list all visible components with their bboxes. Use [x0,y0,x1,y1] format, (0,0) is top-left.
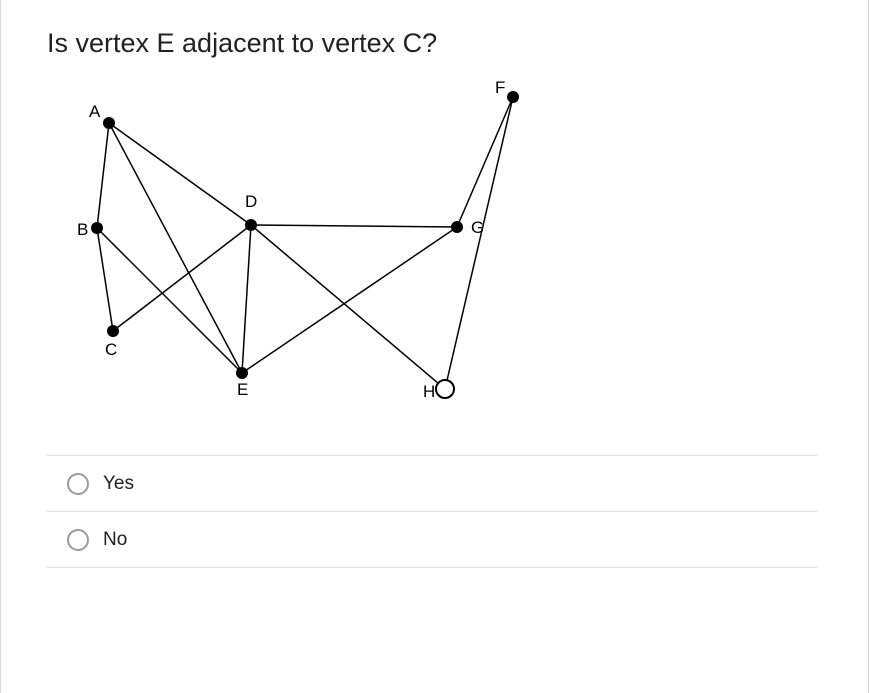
radio-icon [67,473,89,495]
vertex-B [91,222,103,234]
vertex-label-G: G [471,218,484,237]
vertex-H [436,380,454,398]
edge-D-H [251,225,445,389]
vertex-label-F: F [495,78,505,97]
edge-B-C [97,228,113,331]
vertex-label-E: E [237,380,248,399]
answer-label: Yes [103,473,134,495]
radio-icon [67,529,89,551]
vertex-label-A: A [89,102,101,121]
edge-G-F [457,97,513,227]
answer-option-no[interactable]: No [47,511,817,568]
vertex-G [451,221,463,233]
edge-F-H [445,97,513,389]
vertex-label-H: H [423,382,435,401]
edge-D-G [251,225,457,227]
answer-label: No [103,529,127,551]
vertex-label-D: D [245,192,257,211]
answer-list: Yes No [47,455,817,568]
edge-A-D [109,123,251,225]
answer-option-yes[interactable]: Yes [47,455,817,511]
edge-E-G [242,227,457,373]
graph-figure: A B C D E F G H [47,73,567,433]
vertex-label-C: C [105,340,117,359]
edge-B-E [97,228,242,373]
question-card: Is vertex E adjacent to vertex C? A B C D E F… [0,0,869,693]
vertex-A [103,117,115,129]
vertex-D [245,219,257,231]
graph-svg: A B C D E F G H [47,73,567,433]
edge-D-E [242,225,251,373]
edge-A-B [97,123,109,228]
vertex-F [507,91,519,103]
vertex-E [236,367,248,379]
vertex-label-B: B [77,220,88,239]
edge-C-D [113,225,251,331]
vertex-C [107,325,119,337]
question-text: Is vertex E adjacent to vertex C? [47,28,822,59]
